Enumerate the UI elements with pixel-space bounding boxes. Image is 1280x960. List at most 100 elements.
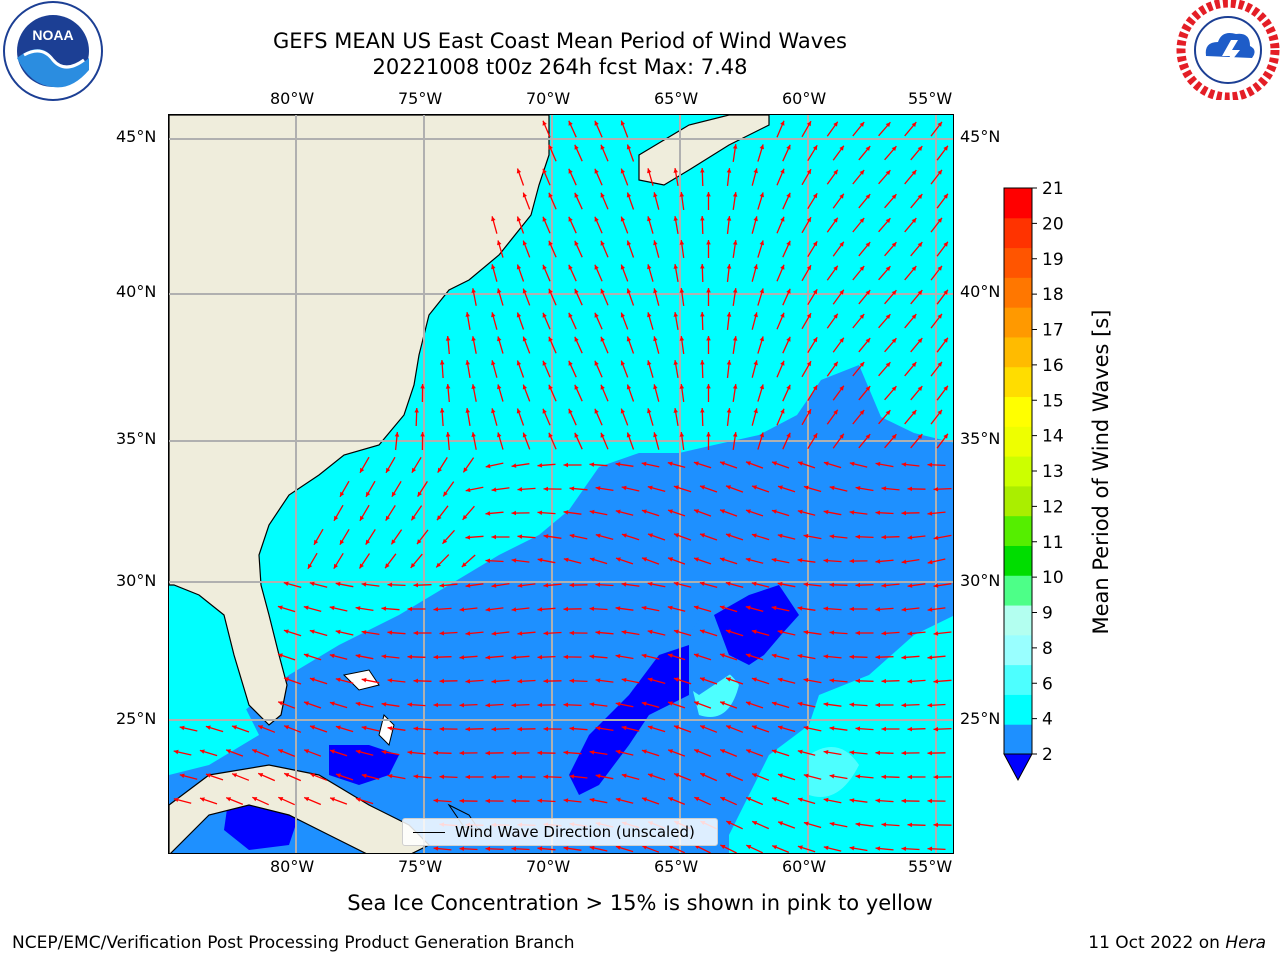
wave-direction-arrowhead — [304, 797, 310, 802]
wave-direction-arrowhead — [803, 725, 809, 731]
wave-direction-arrowhead — [497, 288, 502, 294]
wave-direction-arrowhead — [600, 288, 605, 294]
wave-direction-arrowhead — [668, 509, 673, 514]
wave-direction-arrowhead — [927, 798, 932, 804]
wave-direction-arrowhead — [911, 410, 917, 415]
wave-direction-arrowhead — [752, 821, 758, 826]
wave-direction-arrowhead — [310, 773, 316, 778]
wave-direction-arrowhead — [927, 655, 933, 660]
wave-direction-arrowhead — [517, 583, 523, 588]
wave-direction-arrowhead — [620, 264, 625, 270]
wave-direction-arrowhead — [694, 797, 700, 802]
wave-direction-arrowhead — [600, 144, 605, 150]
wave-direction-arrowhead — [720, 653, 725, 658]
wave-direction-arrowhead — [829, 821, 835, 827]
wave-direction-arrowhead — [339, 539, 345, 545]
wave-direction-arrowhead — [439, 774, 445, 780]
wave-direction-arrowhead — [439, 408, 445, 413]
wave-direction-arrowhead — [226, 797, 232, 802]
wave-direction-arrowhead — [745, 557, 751, 562]
wave-direction-arrowhead — [797, 749, 803, 755]
wave-direction-arrowhead — [647, 264, 652, 270]
wave-direction-arrowhead — [823, 797, 829, 803]
colorbar-block — [1004, 456, 1032, 487]
wave-direction-arrowhead — [620, 120, 625, 126]
wave-direction-arrowhead — [361, 677, 367, 683]
land-us-mainland — [169, 115, 550, 726]
wave-direction-arrowhead — [911, 314, 917, 319]
wave-direction-arrowhead — [937, 361, 942, 367]
wave-direction-arrowhead — [797, 606, 803, 611]
wave-direction-arrowhead — [594, 312, 599, 318]
wave-direction-arrowhead — [780, 360, 785, 366]
wave-direction-arrowhead — [803, 677, 809, 683]
wave-direction-arrowhead — [491, 679, 497, 684]
wave-direction-arrowhead — [823, 702, 829, 707]
wave-direction-arrowhead — [641, 461, 647, 467]
wave-direction-arrowhead — [786, 432, 791, 438]
colorbar-tick-label: 6 — [1042, 674, 1053, 694]
wave-direction-arrowhead — [700, 677, 705, 682]
wave-direction-arrowhead — [543, 631, 549, 636]
wave-direction-arrowhead — [849, 702, 855, 707]
wave-direction-arrowhead — [563, 606, 568, 612]
wave-direction-arrowhead — [829, 630, 835, 635]
wave-direction-arrowhead — [200, 797, 205, 802]
chart-title: GEFS MEAN US East Coast Mean Period of W… — [273, 29, 847, 53]
wave-direction-arrowhead — [933, 631, 939, 636]
wave-direction-arrowhead — [414, 408, 419, 413]
wave-direction-arrowhead — [937, 169, 942, 175]
colorbar-tick-label: 16 — [1042, 356, 1064, 376]
wave-direction-arrowhead — [700, 264, 705, 269]
wave-direction-arrowhead — [865, 146, 871, 151]
wave-direction-arrowhead — [542, 312, 547, 318]
wave-direction-arrowhead — [511, 798, 516, 804]
wave-direction-arrowhead — [694, 509, 699, 514]
lon-label-bottom-70w: 70°W — [526, 857, 571, 876]
wave-direction-arrowhead — [511, 463, 517, 468]
wave-direction-arrowhead — [901, 607, 907, 612]
wave-direction-arrowhead — [563, 654, 568, 660]
wave-direction-arrowhead — [933, 774, 938, 780]
wave-direction-arrowhead — [673, 485, 679, 490]
wave-direction-arrowhead — [574, 144, 579, 150]
wave-direction-arrowhead — [439, 726, 444, 732]
wave-direction-arrowhead — [699, 629, 705, 634]
wave-direction-arrowhead — [387, 726, 393, 731]
wave-direction-arrowhead — [641, 701, 647, 706]
wave-direction-arrowhead — [943, 193, 948, 199]
wave-direction-arrowhead — [797, 653, 803, 659]
wave-direction-arrowhead — [459, 702, 464, 708]
wave-direction-arrowhead — [875, 654, 880, 660]
wave-direction-arrowhead — [855, 486, 861, 491]
wave-direction-arrowhead — [548, 432, 553, 438]
wave-direction-arrowhead — [865, 242, 871, 247]
wave-direction-arrowhead — [542, 168, 547, 174]
wave-direction-arrowhead — [569, 726, 575, 731]
wave-direction-arrowhead — [732, 240, 738, 245]
wave-direction-arrowhead — [385, 563, 390, 569]
wave-direction-arrowhead — [385, 515, 390, 521]
wave-direction-arrowhead — [746, 749, 752, 754]
wave-direction-arrowhead — [901, 750, 906, 756]
wave-direction-arrowhead — [833, 313, 838, 319]
wave-direction-arrowhead — [777, 677, 783, 683]
wave-direction-arrowhead — [330, 797, 335, 802]
wave-direction-arrowhead — [574, 384, 579, 390]
credit-line: NCEP/EMC/Verification Post Processing Pr… — [12, 933, 575, 953]
wave-direction-arrowhead — [752, 773, 758, 778]
wave-direction-arrowhead — [543, 583, 549, 588]
wave-direction-arrowhead — [548, 288, 553, 294]
wave-direction-arrowhead — [881, 534, 886, 540]
wave-direction-arrowhead — [594, 216, 599, 222]
wave-direction-arrowhead — [589, 606, 595, 611]
wave-direction-arrowhead — [943, 241, 948, 247]
wave-direction-arrowhead — [943, 145, 948, 151]
wave-direction-arrowhead — [304, 749, 310, 754]
wave-direction-arrowhead — [411, 515, 416, 521]
wave-direction-arrowhead — [511, 750, 516, 756]
wave-direction-arrowhead — [907, 486, 912, 492]
wave-direction-arrowhead — [445, 432, 451, 437]
wave-direction-arrowhead — [537, 510, 543, 515]
wave-direction-arrowhead — [278, 749, 284, 754]
